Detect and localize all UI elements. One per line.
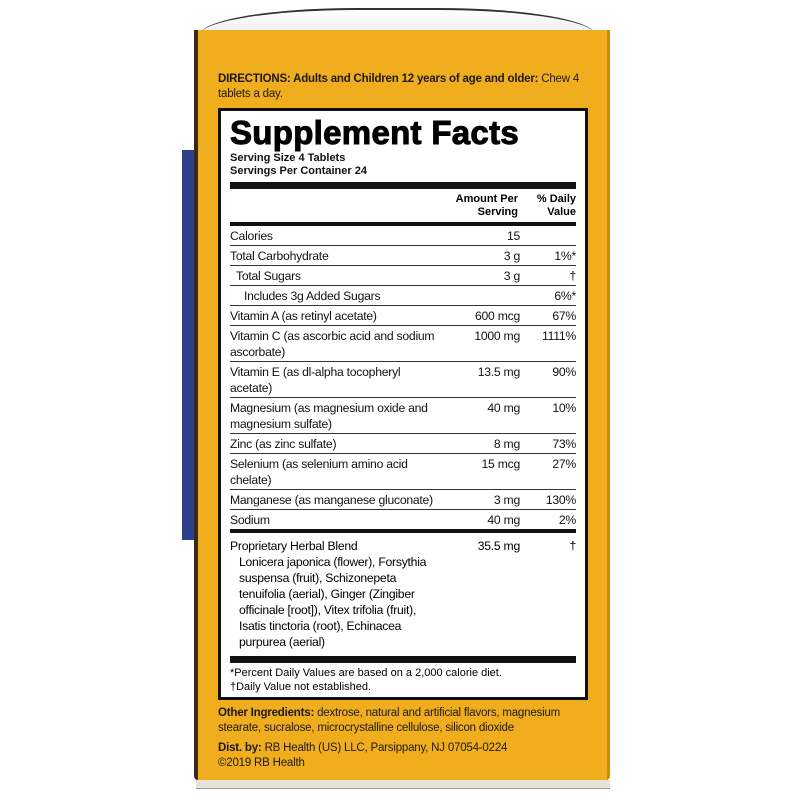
other-ingredients-text: dextrose, natural and artificial flavors…: [218, 707, 560, 734]
footnotes: *Percent Daily Values are based on a 2,0…: [230, 663, 576, 694]
nutrient-amount: 13.5 mg: [477, 365, 521, 379]
supplement-facts-panel: Supplement Facts Serving Size 4 Tablets …: [218, 108, 588, 700]
blend-amount: 35.5 mg: [477, 539, 521, 553]
herbal-blend: Proprietary Herbal Blend 35.5 mg † Lonic…: [230, 533, 576, 650]
nutrient-row: Vitamin A (as retinyl acetate) 600 mcg 67%: [230, 306, 576, 326]
nutrient-amount: 3 g: [503, 249, 520, 263]
nutrient-dv: †: [569, 269, 576, 283]
nutrient-name: Vitamin A (as retinyl acetate): [230, 309, 377, 323]
nutrient-name: Vitamin E (as dl-alpha tocopheryl acetat…: [230, 365, 401, 395]
directions-label: DIRECTIONS: Adults and Children 12 years…: [218, 73, 539, 85]
nutrient-name: Selenium (as selenium amino acid chelate…: [230, 457, 408, 487]
facts-title: Supplement Facts: [230, 114, 520, 152]
nutrient-rows: Calories 15 Total Carbohydrate 3 g 1%* Total …: [230, 226, 576, 533]
nutrient-row: Total Sugars 3 g †: [230, 266, 576, 286]
nutrient-dv: 10%: [552, 401, 576, 415]
nutrient-amount: 600 mcg: [475, 309, 520, 323]
nutrient-amount: 15 mcg: [481, 457, 521, 471]
blend-name: Proprietary Herbal Blend: [230, 539, 358, 553]
divider-thick-bottom: [230, 656, 576, 663]
nutrient-row: Manganese (as manganese gluconate) 3 mg 13…: [230, 490, 576, 510]
nutrient-name: Includes 3g Added Sugars: [244, 289, 381, 303]
nutrient-amount: 3 g: [503, 269, 520, 283]
nutrient-name: Calories: [230, 229, 273, 243]
nutrient-row: Vitamin E (as dl-alpha tocopheryl acetat…: [230, 362, 576, 398]
nutrient-row: Vitamin C (as ascorbic acid and sodium a…: [230, 326, 576, 362]
amount-header: Amount Per Serving: [455, 193, 518, 218]
copyright: ©2019 RB Health: [218, 757, 305, 769]
nutrient-row: Sodium 40 mg 2%: [230, 510, 576, 533]
nutrient-dv: 73%: [552, 437, 576, 451]
distributor: Dist. by: RB Health (US) LLC, Parsippany…: [218, 741, 588, 771]
divider-thick: [230, 182, 576, 189]
nutrient-dv: 6%*: [554, 289, 576, 303]
nutrient-name: Magnesium (as magnesium oxide and magnes…: [230, 401, 428, 431]
nutrient-dv: 1111%: [542, 329, 576, 343]
nutrient-row: Zinc (as zinc sulfate) 8 mg 73%: [230, 434, 576, 454]
nutrient-name: Total Carbohydrate: [230, 249, 329, 263]
nutrient-amount: 40 mg: [487, 513, 520, 527]
dv-header: % Daily Value: [536, 193, 576, 218]
distributor-label: Dist. by:: [218, 742, 262, 754]
box-content: DIRECTIONS: Adults and Children 12 years…: [218, 72, 588, 771]
nutrient-dv: 27%: [552, 457, 576, 471]
nutrient-amount: 1000 mg: [474, 329, 520, 343]
box-side-panel: [182, 150, 196, 540]
other-ingredients-label: Other Ingredients:: [218, 707, 315, 719]
nutrient-dv: 67%: [552, 309, 576, 323]
footnote-dagger: †Daily Value not established.: [230, 681, 372, 693]
nutrient-amount: 8 mg: [493, 437, 520, 451]
directions: DIRECTIONS: Adults and Children 12 years…: [218, 72, 588, 102]
nutrient-dv: 90%: [552, 365, 576, 379]
footnote-dv: *Percent Daily Values are based on a 2,0…: [230, 667, 502, 679]
nutrient-dv: [520, 228, 576, 244]
nutrient-name: Manganese (as manganese gluconate): [230, 493, 433, 507]
nutrient-dv: 1%*: [554, 249, 576, 263]
nutrient-row: Magnesium (as magnesium oxide and magnes…: [230, 398, 576, 434]
nutrient-amount: [440, 288, 520, 304]
servings-per-container: Servings Per Container 24: [230, 164, 367, 177]
nutrient-row: Calories 15: [230, 226, 576, 246]
nutrient-dv: 130%: [545, 493, 576, 507]
nutrient-name: Total Sugars: [236, 269, 301, 283]
other-ingredients: Other Ingredients: dextrose, natural and…: [218, 706, 588, 736]
nutrient-amount: 3 mg: [493, 493, 520, 507]
column-headers: Amount Per Serving % Daily Value: [230, 189, 576, 222]
divider-medium: [230, 222, 576, 226]
nutrient-dv: 2%: [558, 513, 576, 527]
nutrient-name: Zinc (as zinc sulfate): [230, 437, 337, 451]
nutrient-row: Total Carbohydrate 3 g 1%*: [230, 246, 576, 266]
nutrient-amount: 40 mg: [487, 401, 520, 415]
nutrient-name: Vitamin C (as ascorbic acid and sodium a…: [230, 329, 435, 359]
distributor-text: RB Health (US) LLC, Parsippany, NJ 07054…: [264, 742, 508, 754]
box-bottom-edge: [196, 780, 610, 789]
serving-size: Serving Size 4 Tablets: [230, 152, 346, 164]
nutrient-row: Includes 3g Added Sugars 6%*: [230, 286, 576, 306]
blend-ingredients: Lonicera japonica (flower), Forsythia su…: [239, 555, 427, 649]
directions-text: Chew 4 tablets a day.: [218, 73, 580, 100]
nutrient-name: Sodium: [230, 513, 270, 527]
nutrient-row: Selenium (as selenium amino acid chelate…: [230, 454, 576, 490]
blend-dv: †: [569, 539, 576, 553]
nutrient-amount: 15: [506, 229, 520, 243]
